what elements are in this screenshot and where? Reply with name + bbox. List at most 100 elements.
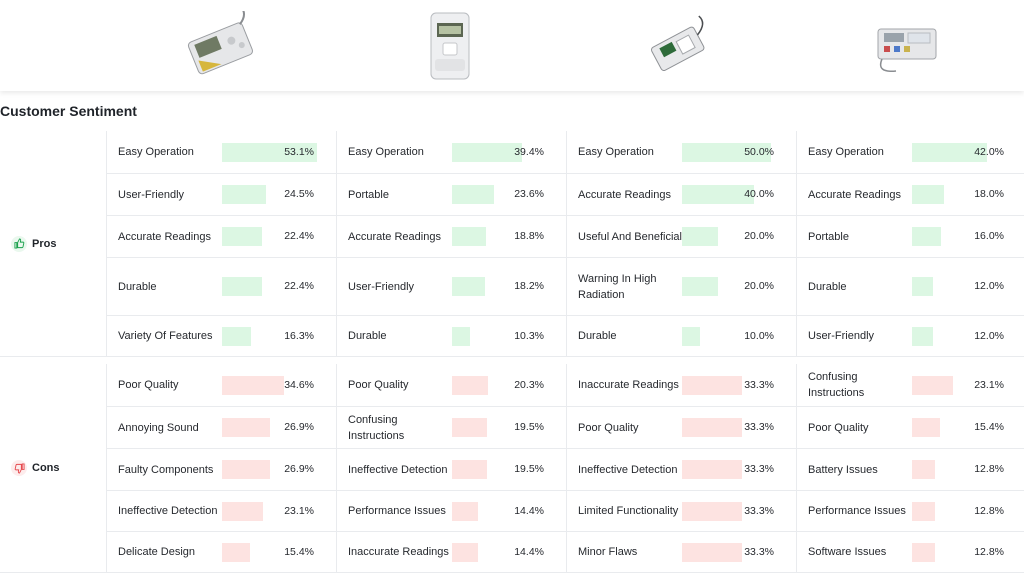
pros-bar-fill — [912, 277, 933, 296]
pros-percentage-bar: 16.0% — [912, 227, 1007, 246]
pros-percentage-bar: 20.0% — [682, 227, 777, 246]
pros-group-label: Pros — [0, 236, 106, 252]
pros-bar-fill — [682, 277, 718, 296]
pros-percentage-value: 39.4% — [514, 143, 544, 162]
cons-percentage-bar: 23.1% — [222, 502, 317, 521]
cons-percentage-bar: 12.8% — [912, 502, 1007, 521]
pros-item-label: Accurate Readings — [797, 187, 912, 203]
pros-percentage-bar: 18.2% — [452, 277, 547, 296]
cons-percentage-value: 15.4% — [284, 543, 314, 562]
pros-percentage-bar: 39.4% — [452, 143, 547, 162]
cons-percentage-bar: 14.4% — [452, 543, 547, 562]
cons-item-label: Minor Flaws — [567, 544, 682, 560]
cons-percentage-bar: 33.3% — [682, 460, 777, 479]
cons-percentage-bar: 19.5% — [452, 418, 547, 437]
cons-item: Delicate Design 15.4% — [107, 532, 337, 573]
pros-percentage-value: 18.2% — [514, 277, 544, 296]
pros-bar-fill — [452, 227, 486, 246]
thumbs-up-icon — [11, 236, 27, 252]
cons-item-label: Performance Issues — [337, 503, 452, 519]
product-1-image[interactable] — [106, 0, 335, 91]
product-4-image[interactable] — [793, 0, 1022, 91]
cons-percentage-bar: 34.6% — [222, 376, 317, 395]
section-title: Customer Sentiment — [0, 103, 137, 119]
pros-percentage-value: 53.1% — [284, 143, 314, 162]
cons-percentage-value: 20.3% — [514, 376, 544, 395]
cons-percentage-bar: 19.5% — [452, 460, 547, 479]
cons-item-label: Ineffective Detection — [567, 462, 682, 478]
cons-percentage-bar: 23.1% — [912, 376, 1007, 395]
pros-percentage-bar: 22.4% — [222, 227, 317, 246]
cons-bar-fill — [682, 543, 742, 562]
cons-bar-fill — [222, 376, 284, 395]
pros-percentage-bar: 24.5% — [222, 185, 317, 204]
cons-percentage-value: 33.3% — [744, 502, 774, 521]
pros-table: Pros Easy Operation 53.1% Easy Operation 39.… — [0, 131, 1024, 357]
cons-bar-fill — [452, 376, 488, 395]
cons-bar-fill — [452, 502, 478, 521]
pros-item: Easy Operation 39.4% — [337, 131, 567, 174]
cons-percentage-value: 15.4% — [974, 418, 1004, 437]
cons-bar-fill — [912, 376, 953, 395]
cons-bar-fill — [682, 502, 742, 521]
cons-percentage-value: 14.4% — [514, 543, 544, 562]
pros-bar-fill — [452, 143, 522, 162]
cons-percentage-bar: 26.9% — [222, 460, 317, 479]
pros-percentage-bar: 22.4% — [222, 277, 317, 296]
cons-item-label: Software Issues — [797, 544, 912, 560]
cons-bar-fill — [452, 543, 478, 562]
cons-percentage-value: 12.8% — [974, 502, 1004, 521]
cons-item-label: Battery Issues — [797, 462, 912, 478]
cons-percentage-value: 12.8% — [974, 460, 1004, 479]
pros-group-cell: Pros — [0, 131, 107, 357]
product-2-image[interactable] — [335, 0, 564, 91]
pros-bar-fill — [222, 277, 262, 296]
cons-percentage-value: 33.3% — [744, 376, 774, 395]
cons-percentage-value: 19.5% — [514, 418, 544, 437]
product-3-image[interactable] — [564, 0, 793, 91]
cons-item-label: Annoying Sound — [107, 420, 222, 436]
pros-label: Pros — [32, 238, 56, 250]
pros-item-label: Accurate Readings — [107, 229, 222, 245]
pros-item-label: Accurate Readings — [337, 229, 452, 245]
cons-item-label: Delicate Design — [107, 544, 222, 560]
pros-bar-fill — [682, 227, 718, 246]
cons-percentage-value: 14.4% — [514, 502, 544, 521]
cons-percentage-value: 23.1% — [284, 502, 314, 521]
pros-percentage-value: 18.0% — [974, 185, 1004, 204]
pros-percentage-bar: 23.6% — [452, 185, 547, 204]
pros-percentage-bar: 50.0% — [682, 143, 777, 162]
pros-percentage-bar: 53.1% — [222, 143, 317, 162]
cons-percentage-value: 23.1% — [974, 376, 1004, 395]
cons-item-label: Poor Quality — [107, 377, 222, 393]
cons-group-cell: Cons — [0, 364, 107, 573]
pros-bar-fill — [222, 327, 251, 346]
cons-percentage-value: 33.3% — [744, 460, 774, 479]
pros-item-label: Easy Operation — [337, 144, 452, 160]
pros-percentage-bar: 20.0% — [682, 277, 777, 296]
cons-percentage-bar: 15.4% — [222, 543, 317, 562]
pros-item-label: User-Friendly — [797, 328, 912, 344]
cons-percentage-bar: 15.4% — [912, 418, 1007, 437]
pros-bar-fill — [452, 185, 494, 204]
